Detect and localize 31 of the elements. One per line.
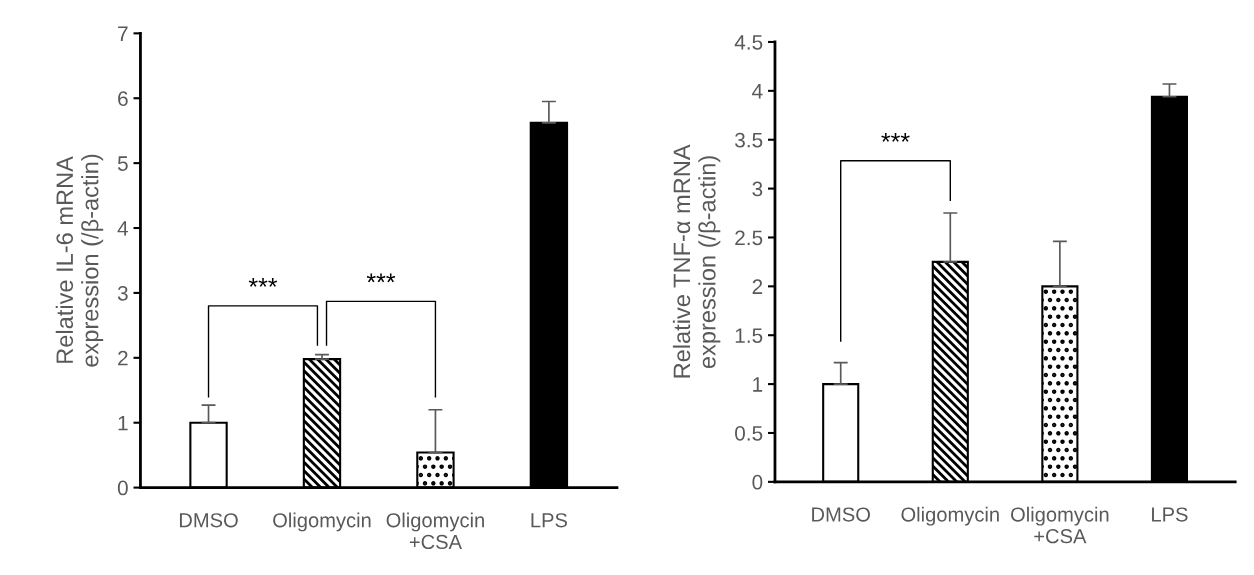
y-tick-label: 3 <box>117 285 128 301</box>
y-tick-label: 0 <box>752 474 763 490</box>
x-tick-label: Oligomycin +CSA <box>386 512 484 550</box>
y-tick-label: 0.5 <box>735 425 763 441</box>
annotation: *** <box>248 278 278 287</box>
annotation: *** <box>881 133 910 142</box>
x-tick-label: LPS <box>531 513 567 528</box>
y-tick-label: 2 <box>752 279 763 294</box>
annotation: *** <box>366 273 396 283</box>
x-tick-label: DMSO <box>812 507 870 522</box>
y-tick-label: 6 <box>118 91 128 106</box>
y-tick-label: 2.5 <box>735 230 763 246</box>
y-tick-label: 3 <box>752 181 763 197</box>
x-tick-label: DMSO <box>179 513 238 528</box>
x-tick-label: Oligomycin <box>901 506 999 526</box>
y-tick-label: 2 <box>118 350 128 366</box>
y-tick-label: 1 <box>753 377 763 392</box>
y-axis-title: Relative IL-6 mRNA expression (/β-actin) <box>55 154 104 367</box>
y-tick-label: 1.5 <box>735 328 763 343</box>
y-tick-label: 7 <box>118 26 128 41</box>
y-tick-label: 4 <box>752 84 763 99</box>
y-tick-label: 5 <box>117 156 128 171</box>
y-tick-label: 4.5 <box>734 35 763 50</box>
x-tick-label: Oligomycin <box>273 512 371 532</box>
y-axis-title: Relative TNF-α mRNA expression (/β-actin) <box>672 144 721 378</box>
x-tick-label: LPS <box>1152 507 1188 522</box>
y-tick-label: 3.5 <box>735 132 763 148</box>
y-tick-label: 1 <box>118 415 128 431</box>
x-tick-label: Oligomycin +CSA <box>1011 506 1109 544</box>
y-tick-label: 0 <box>117 480 128 496</box>
y-tick-label: 4 <box>117 221 129 236</box>
